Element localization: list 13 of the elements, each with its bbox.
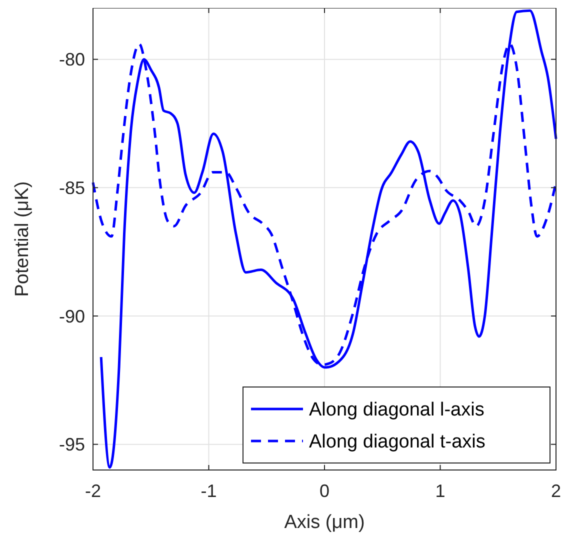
legend-label: Along diagonal l-axis <box>309 400 484 421</box>
y-tick-label: -90 <box>58 306 85 326</box>
y-axis-title: Potential (μK) <box>12 181 33 297</box>
x-axis-title: Axis (μm) <box>284 512 365 533</box>
x-tick-label: -2 <box>84 481 102 501</box>
y-tick-label: -80 <box>58 50 85 70</box>
legend-label: Along diagonal t-axis <box>309 432 486 453</box>
x-tick-label: 2 <box>550 481 561 501</box>
y-tick-label: -95 <box>58 434 85 455</box>
x-tick-label: -1 <box>200 481 217 501</box>
x-tick-label: 0 <box>319 481 330 501</box>
x-tick-label: 1 <box>435 481 446 501</box>
y-tick-label: -85 <box>58 178 85 198</box>
